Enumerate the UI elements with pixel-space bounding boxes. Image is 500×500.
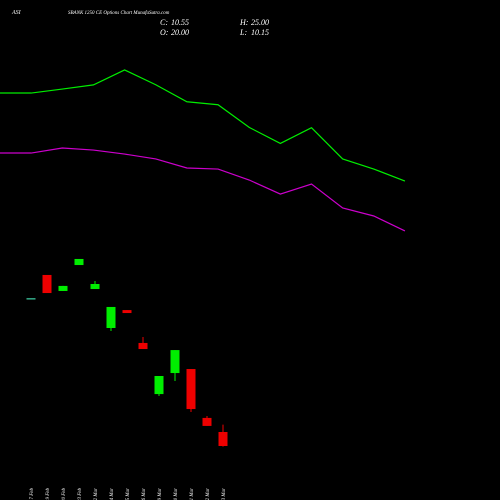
x-tick-label: 13 Mar [222, 488, 227, 500]
candle-body [170, 350, 180, 374]
candle-body [26, 298, 36, 300]
candle-body [186, 369, 196, 410]
x-tick-label: 17 Feb [30, 488, 35, 500]
candle-body [138, 342, 148, 350]
x-tick-label: 12 Mar [206, 488, 211, 500]
candle-body [58, 285, 68, 291]
candle-body [202, 417, 212, 426]
x-tick-label: 10 Mar [174, 488, 179, 500]
x-tick-label: 04 Mar [110, 488, 115, 500]
x-tick-label: 11 Mar [190, 488, 195, 500]
x-tick-label: 02 Mar [94, 488, 99, 500]
candle-body [90, 284, 100, 290]
candle-body [122, 310, 132, 314]
symbol: ASI [11, 10, 22, 16]
chart-title: SBANK 1250 CE Options Chart MunafaSutra.… [68, 11, 170, 16]
x-tick-label: 23 Feb [78, 488, 83, 500]
candle-body [42, 274, 52, 294]
x-tick-label: 19 Feb [46, 488, 51, 500]
quote-value: 10.15 [251, 28, 269, 37]
x-tick-label: 20 Feb [62, 488, 67, 500]
average-line [0, 69, 406, 182]
quote-value: 20.00 [171, 28, 189, 37]
quote-key: O: [160, 28, 169, 37]
candle-body [154, 376, 164, 395]
x-tick-label: 05 Mar [126, 488, 131, 500]
quote-key: C: [160, 18, 168, 27]
candle-body [74, 258, 84, 266]
candle-body [218, 432, 228, 446]
candle-body [106, 306, 116, 328]
quote-key: L: [239, 28, 247, 37]
quote-key: H: [239, 18, 249, 27]
x-tick-label: 06 Mar [142, 488, 147, 500]
x-tick-label: 09 Mar [158, 488, 163, 500]
quote-value: 10.55 [171, 18, 189, 27]
quote-value: 25.00 [251, 18, 269, 27]
average-line [0, 147, 406, 232]
